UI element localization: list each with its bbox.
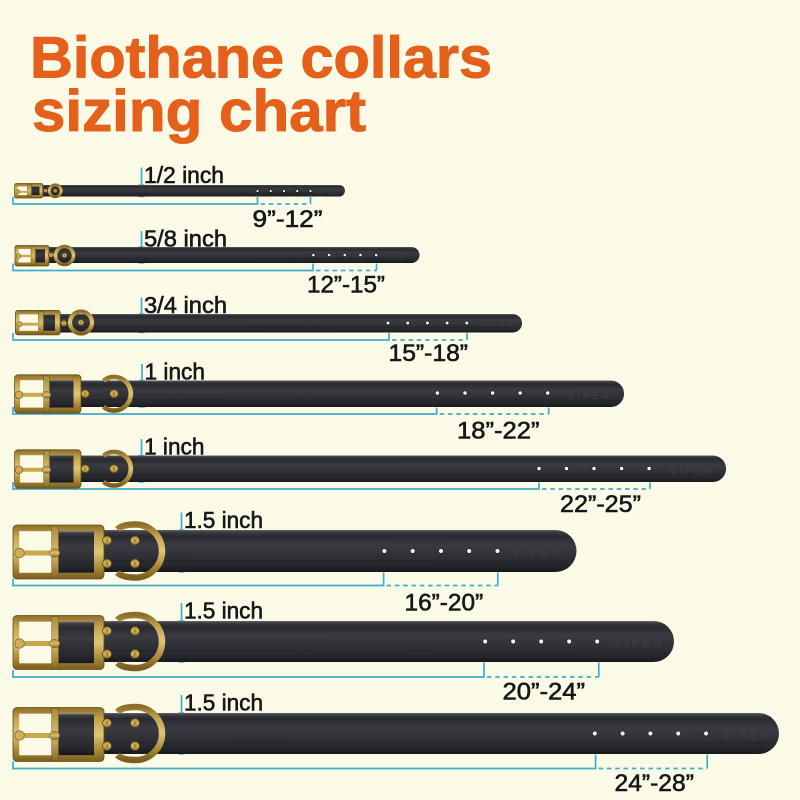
svg-text:VIPER: VIPER: [670, 466, 714, 477]
svg-text:VIPER: VIPER: [513, 548, 564, 560]
svg-text:1.5 inch: 1.5 inch: [184, 690, 263, 716]
svg-text:1 inch: 1 inch: [144, 434, 205, 460]
svg-text:sizing chart: sizing chart: [32, 79, 366, 144]
svg-text:1.5 inch: 1.5 inch: [184, 598, 263, 624]
svg-text:5/8 inch: 5/8 inch: [144, 226, 227, 252]
svg-text:9”-12”: 9”-12”: [253, 206, 323, 233]
svg-text:1.5 inch: 1.5 inch: [184, 507, 263, 533]
svg-text:VIPER: VIPER: [384, 254, 413, 261]
svg-text:VIPER: VIPER: [615, 638, 666, 650]
svg-text:15”-18”: 15”-18”: [389, 340, 469, 367]
svg-text:18”-22”: 18”-22”: [457, 418, 540, 445]
svg-text:VIPER: VIPER: [315, 191, 339, 197]
svg-text:16”-20”: 16”-20”: [405, 590, 484, 617]
svg-text:Biothane collars: Biothane collars: [30, 26, 492, 91]
svg-text:VIPER: VIPER: [722, 730, 773, 742]
svg-text:1 inch: 1 inch: [145, 359, 206, 385]
svg-text:22”-25”: 22”-25”: [560, 491, 641, 518]
svg-text:20”-24”: 20”-24”: [503, 679, 586, 706]
svg-text:VIPER: VIPER: [568, 391, 612, 402]
svg-text:24”-28”: 24”-28”: [615, 770, 694, 797]
svg-text:3/4 inch: 3/4 inch: [144, 292, 227, 318]
svg-text:VIPER: VIPER: [480, 320, 513, 329]
svg-text:1/2 inch: 1/2 inch: [144, 162, 224, 188]
svg-text:12”-15”: 12”-15”: [307, 272, 385, 299]
